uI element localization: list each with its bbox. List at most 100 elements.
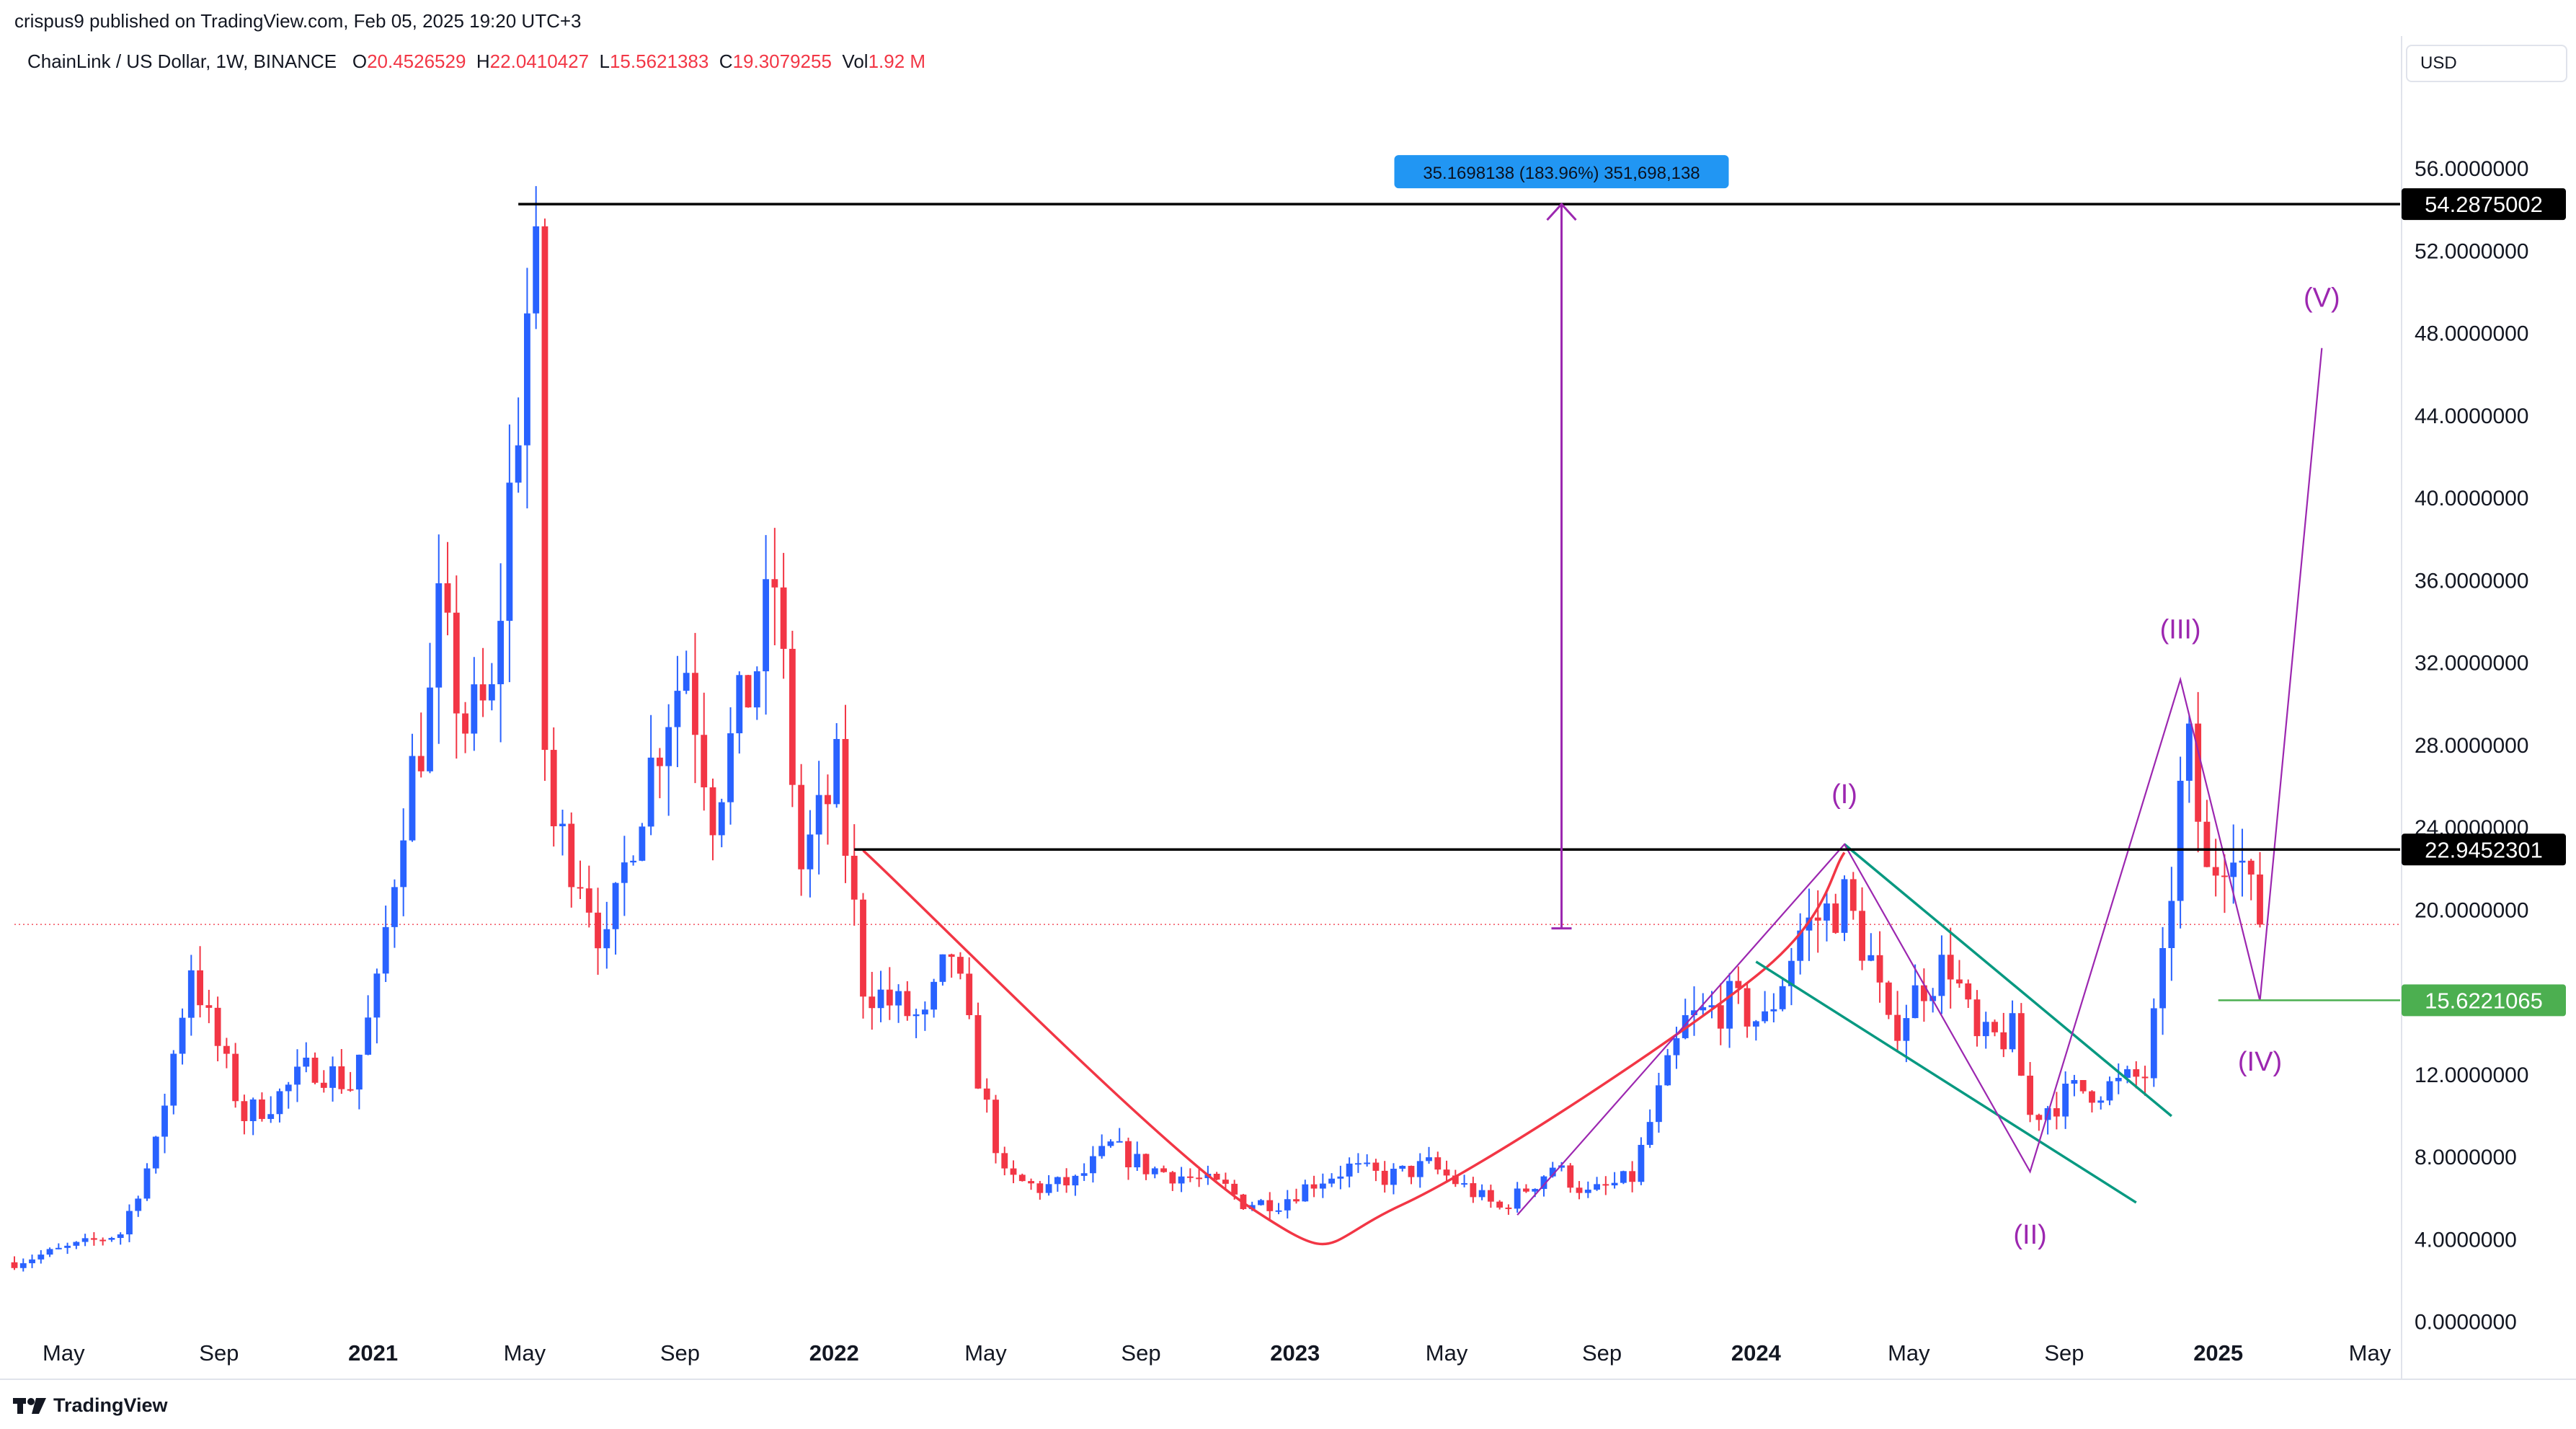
candle-body [1682,1015,1689,1038]
candle-body [763,579,770,672]
candle-body [2053,1108,2060,1117]
candle-body [99,1239,107,1242]
candle-body [1107,1141,1114,1146]
candle-body [2230,862,2237,877]
candle-body [373,973,381,1018]
time-tick-label: May [2349,1340,2391,1366]
wave-label: (V) [2304,283,2340,314]
time-tick-label: May [504,1340,546,1366]
candle-body [533,226,540,314]
volume-label: Vol [842,50,869,72]
candle-body [1408,1166,1415,1177]
price-tick-label: 28.0000000 [2415,734,2529,758]
candle-body [479,684,487,701]
price-tick-label: 4.0000000 [2415,1228,2517,1252]
candle-body [736,675,743,734]
candle-body [1434,1157,1442,1170]
symbol-label[interactable]: ChainLink / US Dollar, 1W, BINANCE [27,50,337,72]
candle-body [1010,1168,1017,1175]
candle-body [64,1245,71,1248]
candle-body [983,1088,990,1100]
candle-body [506,482,513,621]
candle-body [311,1057,319,1083]
candle-body [895,991,902,1006]
candle-body [223,1045,230,1054]
candle-body [29,1259,35,1264]
candle-body [249,1099,257,1121]
candle-body [205,1005,213,1008]
candle-body [187,970,195,1018]
candle-body [1814,917,1821,921]
candle-body [417,756,425,771]
candle-body [1284,1199,1291,1211]
candle-body [2203,821,2211,867]
candle-body [595,912,601,949]
candle-body [1346,1163,1353,1177]
candle-body [1549,1167,1556,1177]
candle-body [612,882,619,929]
wave-label: (II) [2013,1220,2046,1250]
candle-body [1726,981,1733,1029]
candle-body [1231,1183,1238,1195]
candle-body [1160,1168,1167,1172]
candle-body [355,1054,363,1090]
candle-body [1372,1162,1380,1171]
candle-body [1186,1176,1194,1178]
candle-body [603,929,610,949]
candle-body [409,756,416,841]
candle-body [701,735,708,788]
candle-body [427,687,433,771]
candle-body [462,713,468,734]
candle-body [1452,1175,1459,1185]
candle-body [1302,1184,1309,1202]
candle-body [1611,1182,1618,1186]
candle-body [2168,901,2175,948]
candle-body [912,1014,920,1017]
candle-body [1824,903,1830,921]
candle-body [1090,1156,1096,1174]
price-tick-label: 40.0000000 [2415,487,2529,510]
candle-body [665,727,672,766]
time-tick-label: May [43,1340,85,1366]
candle-body [2079,1080,2087,1092]
time-tick-label: 2023 [1270,1340,1320,1366]
candle-body [860,899,866,997]
candle-body [1867,955,1875,961]
candle-body [577,887,584,889]
candle-body [1196,1177,1203,1180]
candle-body [2185,723,2193,781]
candle-body [1876,955,1883,983]
close-label: C [719,50,733,72]
candle-body [55,1247,62,1249]
falling-channel-line [1843,843,2172,1118]
tradingview-branding[interactable]: TradingView [13,1394,168,1417]
candle-body [1328,1178,1336,1184]
candle-body [727,733,734,802]
time-tick-label: May [1426,1340,1468,1366]
candle-body [1849,879,1857,911]
candle-body [550,750,557,827]
candle-body [621,862,628,883]
candle-body [2017,1013,2025,1076]
candle-body [1364,1162,1371,1164]
candle-body [1045,1184,1052,1193]
candle-body [745,675,752,708]
candle-body [692,673,698,735]
candle-body [320,1082,327,1088]
candle-body [2089,1091,2095,1103]
candle-body [1947,955,1954,980]
volume-value: 1.92 M [868,50,926,72]
candle-body [1859,911,1865,961]
price-tick-label: 12.0000000 [2415,1063,2529,1087]
time-tick-label: 2025 [2193,1340,2243,1366]
candle-body [850,855,858,900]
currency-button[interactable]: USD [2406,45,2567,82]
elliott-wave-path [1516,348,2323,1216]
candle-body [2027,1075,2034,1115]
open-label: O [352,50,368,72]
candle-body [877,989,884,1009]
price-tick-label: 52.0000000 [2415,239,2529,263]
candle-body [1080,1173,1088,1176]
candle-body [400,840,407,888]
